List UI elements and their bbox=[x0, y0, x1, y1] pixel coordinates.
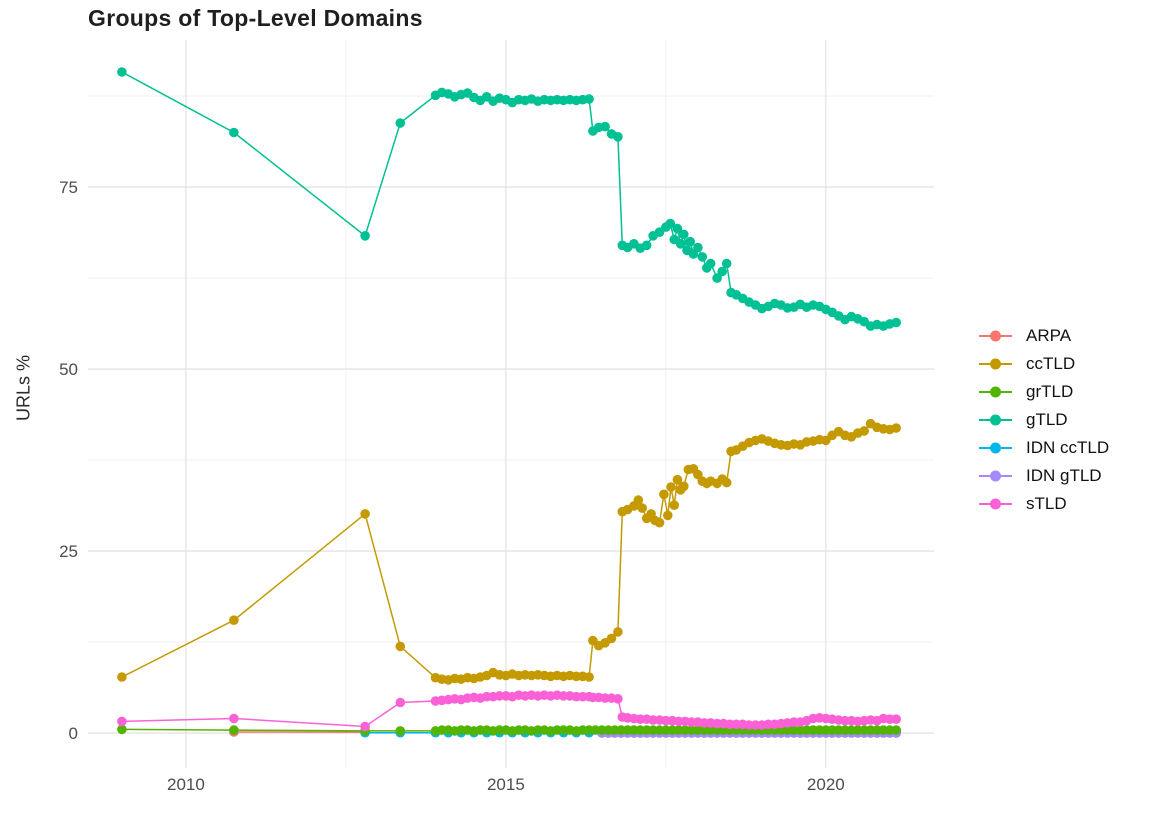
data-point-grtld bbox=[395, 726, 406, 736]
legend-label: IDN gTLD bbox=[1026, 466, 1102, 485]
legend: ARPA ccTLD grTLD gTLD IDN ccTLD IDN gTLD sTLD bbox=[978, 322, 1109, 518]
data-point-gtld bbox=[679, 229, 689, 240]
data-point-cctld bbox=[859, 426, 869, 436]
data-point-grtld bbox=[229, 725, 239, 735]
data-point-stld bbox=[360, 721, 370, 732]
data-point-cctld bbox=[669, 500, 679, 511]
legend-item-grtld: grTLD bbox=[978, 378, 1109, 406]
data-point-gtld bbox=[685, 236, 695, 247]
legend-key-dot bbox=[990, 498, 1001, 510]
y-tick-label: 50 bbox=[59, 360, 78, 379]
data-point-gtld bbox=[584, 94, 594, 104]
chart-title: Groups of Top-Level Domains bbox=[88, 5, 423, 31]
data-point-gtld bbox=[712, 273, 722, 283]
legend-item-gtld: gTLD bbox=[978, 406, 1109, 434]
legend-item-arpa: ARPA bbox=[978, 322, 1109, 350]
data-point-gtld bbox=[360, 231, 370, 241]
data-point-cctld bbox=[606, 633, 617, 644]
data-point-cctld bbox=[891, 423, 901, 433]
y-tick-label: 75 bbox=[59, 178, 78, 197]
data-point-grtld bbox=[891, 725, 901, 735]
x-tick-label: 2010 bbox=[167, 775, 205, 794]
y-tick-label: 0 bbox=[69, 724, 78, 743]
legend-label: grTLD bbox=[1026, 382, 1074, 401]
legend-item-idn-cctld: IDN ccTLD bbox=[978, 434, 1109, 462]
legend-label: gTLD bbox=[1026, 410, 1068, 429]
data-point-cctld bbox=[666, 482, 676, 492]
data-point-cctld bbox=[654, 517, 665, 528]
data-point-gtld bbox=[891, 317, 901, 328]
data-point-cctld bbox=[584, 672, 594, 682]
x-tick-label: 2020 bbox=[807, 775, 845, 794]
data-point-gtld bbox=[717, 266, 727, 277]
data-point-stld bbox=[117, 716, 127, 727]
legend-key-icon bbox=[979, 330, 1012, 342]
legend-key-icon bbox=[979, 414, 1012, 426]
data-point-gtld bbox=[705, 258, 716, 269]
data-point-cctld bbox=[672, 474, 683, 485]
legend-label: sTLD bbox=[1026, 494, 1067, 513]
data-point-gtld bbox=[117, 67, 127, 77]
legend-key-icon bbox=[979, 386, 1012, 398]
legend-key-dot bbox=[990, 470, 1001, 482]
data-point-grtld bbox=[117, 724, 127, 735]
data-point-stld bbox=[613, 694, 623, 704]
data-point-cctld bbox=[613, 627, 623, 637]
data-point-cctld bbox=[360, 509, 370, 519]
legend-item-cctld: ccTLD bbox=[978, 350, 1109, 378]
legend-key-dot bbox=[990, 330, 1001, 342]
data-point-stld bbox=[891, 714, 901, 724]
legend-label: ARPA bbox=[1026, 326, 1072, 345]
data-point-gtld bbox=[675, 239, 686, 249]
data-point-cctld bbox=[633, 495, 644, 505]
legend-key-dot bbox=[990, 358, 1001, 370]
data-point-gtld bbox=[654, 227, 665, 237]
data-point-gtld bbox=[672, 223, 683, 234]
legend-item-stld: sTLD bbox=[978, 490, 1109, 518]
data-point-gtld bbox=[641, 240, 652, 251]
data-point-gtld bbox=[665, 218, 676, 229]
x-tick-label: 2015 bbox=[487, 775, 525, 794]
data-point-cctld bbox=[117, 672, 127, 682]
legend-key-dot bbox=[990, 386, 1001, 398]
data-point-gtld bbox=[600, 121, 610, 132]
data-point-gtld bbox=[721, 258, 732, 269]
legend-item-idn-gtld: IDN gTLD bbox=[978, 462, 1109, 490]
data-point-stld bbox=[395, 697, 406, 708]
legend-key-icon bbox=[979, 358, 1012, 370]
legend-label: ccTLD bbox=[1026, 354, 1076, 373]
legend-key-icon bbox=[979, 470, 1012, 482]
series-line-gtld bbox=[121, 71, 897, 327]
series-line-cctld bbox=[121, 422, 897, 681]
legend-label: IDN ccTLD bbox=[1026, 438, 1110, 457]
legend-key-icon bbox=[979, 498, 1012, 510]
data-point-cctld bbox=[663, 510, 673, 521]
legend-key-dot bbox=[990, 414, 1001, 426]
data-point-cctld bbox=[637, 503, 647, 513]
data-point-gtld bbox=[229, 127, 239, 138]
data-point-cctld bbox=[659, 489, 669, 500]
data-point-cctld bbox=[229, 615, 239, 625]
legend-key-dot bbox=[990, 442, 1001, 454]
data-point-gtld bbox=[697, 252, 708, 262]
data-point-gtld bbox=[613, 132, 623, 142]
y-tick-label: 25 bbox=[59, 542, 78, 561]
data-point-cctld bbox=[679, 481, 689, 492]
data-point-gtld bbox=[693, 242, 703, 253]
data-point-cctld bbox=[395, 641, 406, 652]
data-point-gtld bbox=[395, 118, 406, 128]
data-point-cctld bbox=[721, 477, 732, 488]
data-point-stld bbox=[229, 713, 239, 724]
legend-key-icon bbox=[979, 442, 1012, 454]
